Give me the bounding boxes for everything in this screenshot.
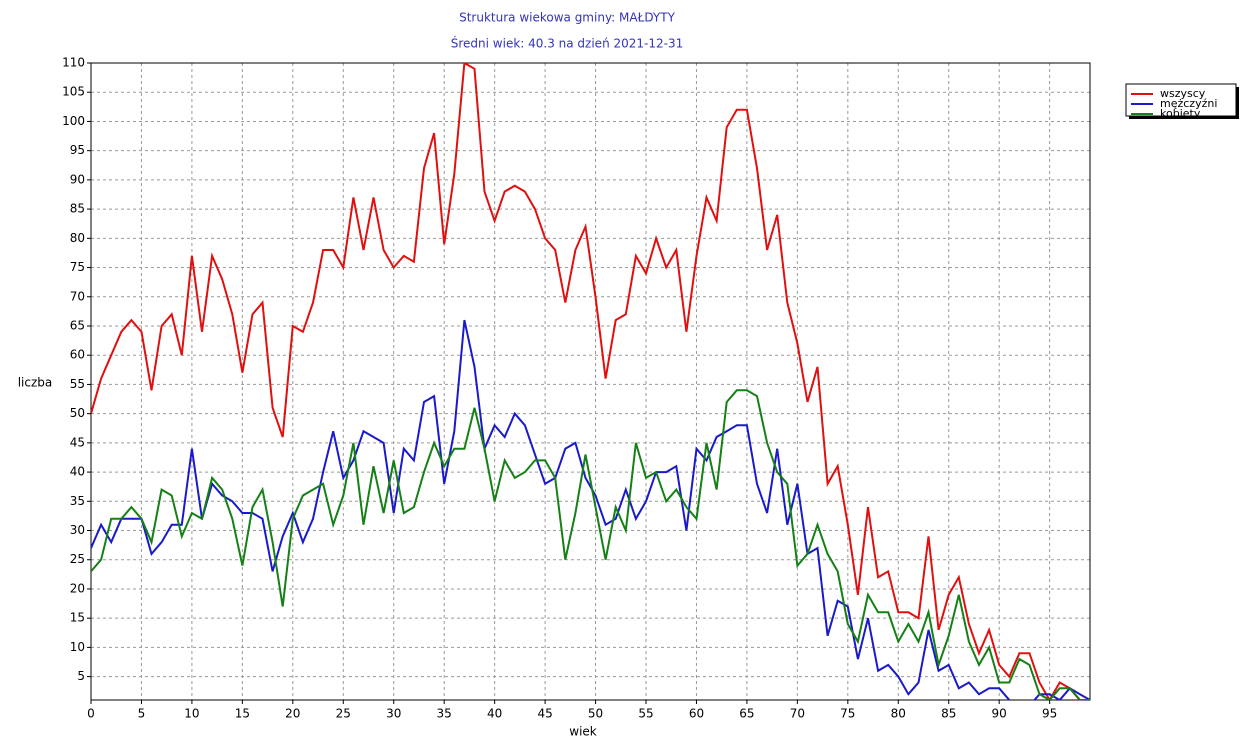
y-tick-label: 25 xyxy=(70,552,85,566)
x-axis-label: wiek xyxy=(569,725,597,739)
legend-label: wszyscy xyxy=(1160,87,1206,100)
x-tick-label: 60 xyxy=(689,707,704,721)
series-line xyxy=(91,319,1090,700)
legend-label: kobiety xyxy=(1160,107,1201,120)
y-axis-label: liczba xyxy=(18,376,53,390)
x-tick-label: 15 xyxy=(235,707,250,721)
x-tick-label: 75 xyxy=(840,707,855,721)
x-tick-label: 25 xyxy=(336,707,351,721)
y-tick-label: 65 xyxy=(70,318,85,332)
x-tick-label: 90 xyxy=(992,707,1007,721)
x-tick-label: 20 xyxy=(285,707,300,721)
y-tick-label: 110 xyxy=(62,56,85,70)
y-tick-label: 55 xyxy=(70,377,85,391)
x-tick-label: 70 xyxy=(790,707,805,721)
x-tick-label: 30 xyxy=(386,707,401,721)
y-tick-label: 15 xyxy=(70,611,85,625)
y-tick-label: 80 xyxy=(70,231,85,245)
y-tick-label: 35 xyxy=(70,494,85,508)
x-tick-label: 40 xyxy=(487,707,502,721)
plot-frame xyxy=(90,62,1091,701)
y-tick-label: 40 xyxy=(70,465,85,479)
series-line xyxy=(91,389,1090,700)
x-tick-label: 55 xyxy=(638,707,653,721)
y-tick-label: 105 xyxy=(62,85,85,99)
y-tick-label: 10 xyxy=(70,640,85,654)
x-tick-label: 5 xyxy=(138,707,146,721)
y-tick-label: 20 xyxy=(70,581,85,595)
legend-box xyxy=(1125,83,1237,117)
y-tick-label: 95 xyxy=(70,143,85,157)
y-tick-label: 100 xyxy=(62,114,85,128)
y-tick-label: 50 xyxy=(70,406,85,420)
grid xyxy=(87,62,1090,704)
x-tick-label: 80 xyxy=(891,707,906,721)
legend-label: mężczyźni xyxy=(1160,97,1217,110)
x-tick-label: 50 xyxy=(588,707,603,721)
x-tick-label: 0 xyxy=(87,707,95,721)
y-tick-label: 75 xyxy=(70,260,85,274)
series-line xyxy=(91,63,1090,700)
lines xyxy=(91,63,1090,700)
y-tick-label: 30 xyxy=(70,523,85,537)
x-tick-label: 65 xyxy=(739,707,754,721)
y-tick-label: 85 xyxy=(70,202,85,216)
chart-title: Struktura wiekowa gminy: MAŁDYTY xyxy=(459,11,675,25)
y-tick-label: 70 xyxy=(70,289,85,303)
chart-subtitle: Średni wiek: 40.3 na dzień 2021-12-31 xyxy=(451,36,683,51)
y-tick-label: 60 xyxy=(70,348,85,362)
x-tick-label: 35 xyxy=(437,707,452,721)
x-tick-label: 85 xyxy=(941,707,956,721)
x-tick-label: 10 xyxy=(184,707,199,721)
y-tick-label: 5 xyxy=(77,669,85,683)
x-tick-label: 95 xyxy=(1042,707,1057,721)
y-tick-label: 45 xyxy=(70,435,85,449)
y-tick-label: 90 xyxy=(70,172,85,186)
x-tick-label: 45 xyxy=(537,707,552,721)
